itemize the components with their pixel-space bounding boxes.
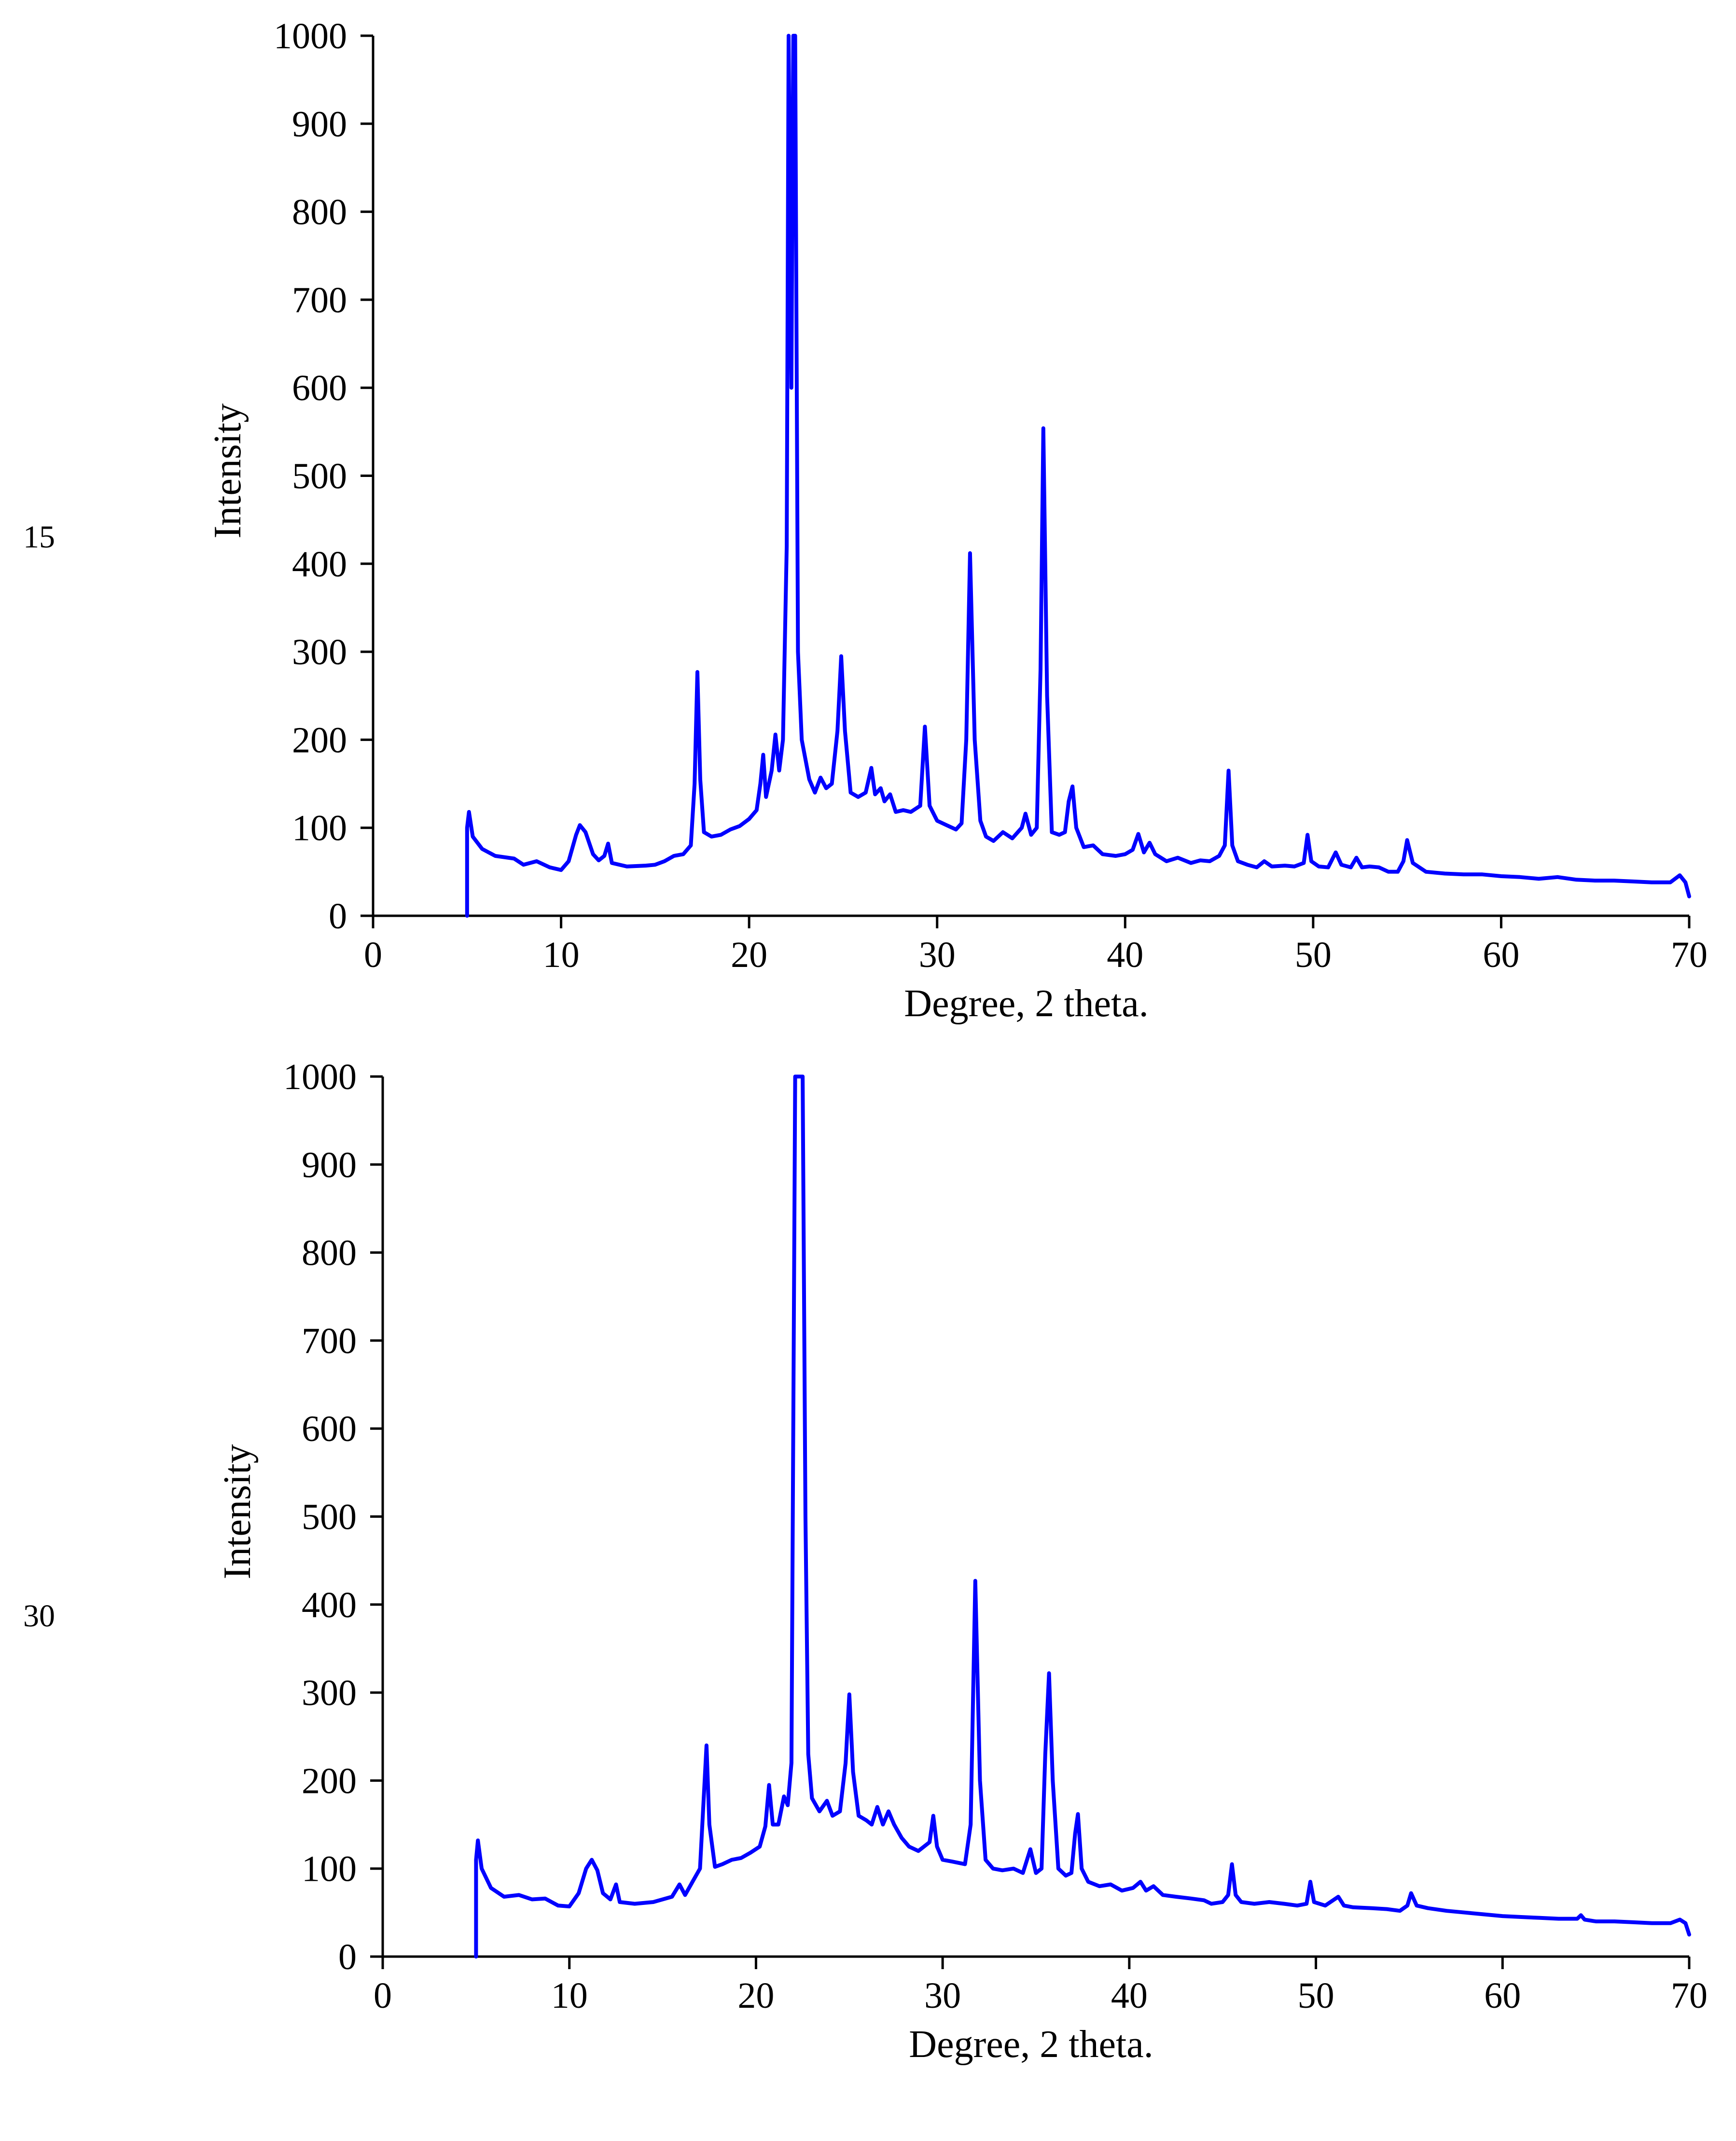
y-tick-label: 300 — [302, 1673, 357, 1713]
x-axis-title: Degree, 2 theta. — [909, 2023, 1153, 2066]
y-tick-label: 1000 — [274, 16, 347, 56]
x-tick-label: 70 — [1671, 1975, 1708, 2016]
y-tick-label: 400 — [302, 1585, 357, 1625]
series-line-30 — [474, 1075, 1691, 1959]
y-tick-label: 800 — [292, 192, 347, 233]
y-tick-label: 200 — [292, 720, 347, 760]
y-axis-title: Intensity — [207, 404, 249, 539]
y-tick-label: 400 — [292, 544, 347, 585]
x-tick-label: 30 — [924, 1975, 961, 2016]
x-tick-label: 60 — [1483, 935, 1519, 975]
y-tick-label: 600 — [292, 368, 347, 408]
y-axis-title: Intensity — [216, 1444, 259, 1580]
y-tick-label: 500 — [302, 1497, 357, 1538]
x-tick-label: 60 — [1484, 1975, 1521, 2016]
xrd-chart-15: 0 100 200 300 400 500 600 700 800 900 1000 0 10 20 30 4… — [207, 16, 1708, 1025]
panel-label-15: 15 — [23, 519, 55, 555]
y-tick-label: 0 — [329, 896, 347, 937]
y-tick-label: 1000 — [283, 1057, 357, 1097]
y-tick-label: 200 — [302, 1761, 357, 1801]
x-tick-label: 40 — [1107, 935, 1143, 975]
x-axis-title: Degree, 2 theta. — [904, 982, 1148, 1025]
y-tick-label: 500 — [292, 456, 347, 497]
x-tick-label: 0 — [364, 935, 382, 975]
x-tick-label: 10 — [543, 935, 580, 975]
x-tick-label: 10 — [551, 1975, 588, 2016]
y-tick-label: 700 — [302, 1321, 357, 1361]
y-tick-label: 0 — [338, 1937, 357, 1977]
y-tick-label: 600 — [302, 1409, 357, 1449]
panel-label-30: 30 — [23, 1598, 55, 1634]
xrd-chart-30: 0 100 200 300 400 500 600 700 800 900 1000 0 10 20 30 4… — [216, 1057, 1708, 2066]
x-tick-label: 20 — [737, 1975, 774, 2016]
series-line-15 — [465, 34, 1691, 918]
x-tick-label: 30 — [919, 935, 956, 975]
y-tick-label: 800 — [302, 1233, 357, 1273]
x-tick-label: 0 — [374, 1975, 392, 2016]
x-tick-label: 20 — [731, 935, 767, 975]
y-tick-label: 100 — [292, 808, 347, 849]
x-tick-label: 50 — [1295, 935, 1332, 975]
y-tick-label: 900 — [292, 104, 347, 144]
y-tick-label: 100 — [302, 1849, 357, 1889]
y-tick-label: 300 — [292, 632, 347, 672]
y-tick-label: 900 — [302, 1145, 357, 1185]
x-tick-label: 70 — [1671, 935, 1708, 975]
y-tick-label: 700 — [292, 280, 347, 321]
x-tick-label: 50 — [1298, 1975, 1334, 2016]
x-tick-label: 40 — [1111, 1975, 1148, 2016]
